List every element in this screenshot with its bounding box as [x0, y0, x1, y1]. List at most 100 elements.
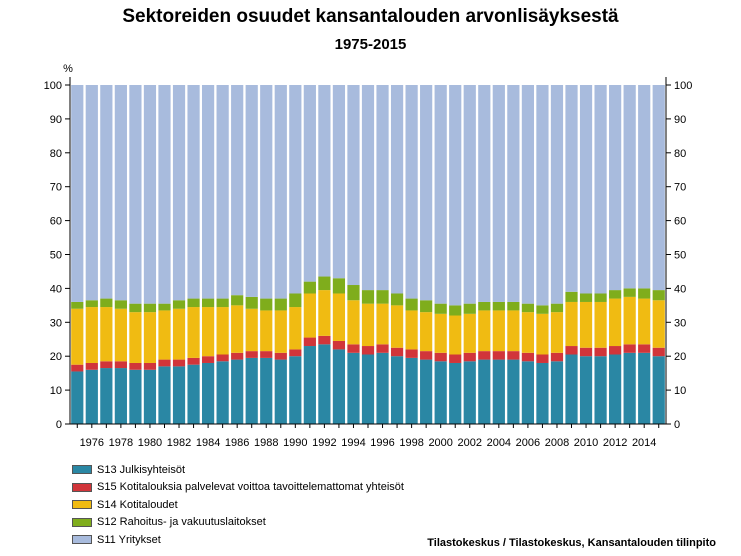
bar-segment [449, 316, 461, 355]
bar-segment [173, 360, 185, 367]
bar-segment [347, 300, 359, 344]
bar-segment [536, 85, 548, 305]
bar-segment [275, 310, 287, 352]
bar-segment [406, 85, 418, 299]
bar-segment [594, 85, 606, 293]
bar-segment [231, 295, 243, 305]
y-tick-label-left: 50 [50, 250, 62, 262]
bar-segment [144, 363, 156, 370]
bar-segment [624, 85, 636, 288]
bar-segment [71, 302, 83, 309]
bar-segment [318, 277, 330, 291]
bar-segment [653, 356, 665, 424]
x-tick-label: 1998 [399, 437, 423, 449]
bar-segment [609, 355, 621, 425]
bar-segment [638, 344, 650, 352]
bar-segment [129, 363, 141, 370]
x-tick-label: 2000 [428, 437, 452, 449]
bar-segment [333, 341, 345, 349]
bar-segment [580, 302, 592, 348]
x-tick-label: 2006 [516, 437, 540, 449]
bar-segment [304, 293, 316, 337]
bar-segment [594, 302, 606, 348]
bar-segment [420, 85, 432, 300]
bar-segment [391, 356, 403, 424]
bar-segment [231, 360, 243, 424]
bar-segment [653, 85, 665, 290]
bar-segment [435, 361, 447, 424]
bar-segment [246, 297, 258, 309]
bar-segment [507, 360, 519, 424]
bar-segment [565, 355, 577, 425]
bar-segment [246, 309, 258, 351]
x-tick-label: 1996 [370, 437, 394, 449]
bar-segment [347, 353, 359, 424]
bar-segment [464, 314, 476, 353]
bar-segment [333, 85, 345, 278]
bar-segment [565, 85, 577, 292]
bar-segment [478, 351, 490, 359]
bar-segment [653, 348, 665, 356]
bar-segment [289, 85, 301, 293]
bar-segment [217, 355, 229, 362]
bar-segment [129, 370, 141, 424]
bar-segment [420, 360, 432, 424]
bar-segment [260, 299, 272, 311]
legend: S13 Julkisyhteisöt S15 Kotitalouksia pal… [72, 461, 404, 549]
y-tick-label-right: 100 [674, 80, 692, 92]
bar-segment [187, 307, 199, 358]
bar-segment [275, 85, 287, 299]
bar-segment [158, 85, 170, 304]
bar-segment [376, 290, 388, 304]
x-tick-label: 2012 [603, 437, 627, 449]
bar-segment [435, 353, 447, 361]
bar-segment [260, 351, 272, 358]
bar-segment [246, 358, 258, 424]
bar-segment [86, 307, 98, 363]
bar-segment [391, 305, 403, 347]
y-tick-label-left: 70 [50, 182, 62, 194]
bar-segment [158, 360, 170, 367]
y-tick-label-left: 30 [50, 317, 62, 329]
x-tick-label: 2002 [458, 437, 482, 449]
x-tick-label: 1978 [109, 437, 133, 449]
bar-segment [580, 356, 592, 424]
legend-item: S11 Yritykset [72, 531, 404, 549]
bar-segment [551, 361, 563, 424]
bar-segment [638, 299, 650, 345]
y-tick-label-right: 0 [674, 419, 680, 431]
bar-segment [129, 312, 141, 363]
bar-segment [420, 300, 432, 312]
y-tick-label-right: 30 [674, 317, 686, 329]
bar-segment [624, 288, 636, 296]
bar-segment [187, 299, 199, 307]
x-tick-label: 1984 [196, 437, 220, 449]
bar-segment [624, 297, 636, 344]
bar-segment [275, 360, 287, 424]
bar-segment [217, 361, 229, 424]
y-tick-label-right: 50 [674, 250, 686, 262]
bar-segment [129, 304, 141, 312]
bar-segment [246, 85, 258, 297]
y-axis-unit: % [63, 63, 73, 75]
x-tick-label: 1980 [138, 437, 162, 449]
bar-segment [609, 85, 621, 290]
y-tick-label-left: 40 [50, 283, 62, 295]
bar-segment [202, 85, 214, 299]
bar-segment [536, 363, 548, 424]
bar-segment [478, 310, 490, 351]
bar-segment [376, 304, 388, 345]
bar-segment [202, 356, 214, 363]
bar-segment [609, 299, 621, 346]
x-tick-label: 1994 [341, 437, 365, 449]
bar-segment [522, 304, 534, 312]
bar-segment [493, 302, 505, 310]
bar-segment [158, 366, 170, 424]
bar-segment [493, 351, 505, 359]
x-tick-label: 2014 [632, 437, 656, 449]
bar-segment [217, 85, 229, 299]
bar-segment [464, 85, 476, 304]
x-tick-label: 1992 [312, 437, 336, 449]
bar-segment [565, 346, 577, 354]
bar-segment [420, 312, 432, 351]
